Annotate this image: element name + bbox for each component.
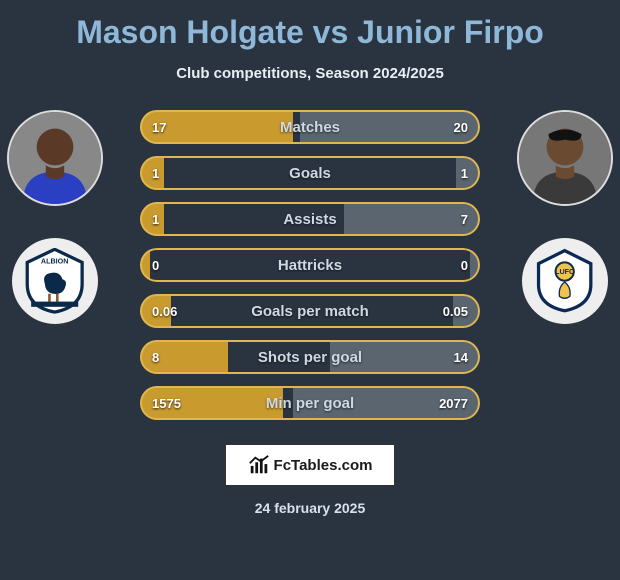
left-column: ALBION [0, 110, 110, 324]
stat-row: Assists1 7 [140, 202, 480, 236]
stat-value-right: 2077 [427, 386, 480, 420]
svg-text:ALBION: ALBION [41, 258, 69, 266]
player1-name: Mason Holgate [76, 14, 304, 50]
stat-row: Hattricks0 0 [140, 248, 480, 282]
stat-value-left: 1575 [140, 386, 193, 420]
player2-name: Junior Firpo [357, 14, 544, 50]
svg-text:LUFC: LUFC [555, 268, 574, 276]
stat-value-right: 14 [442, 340, 480, 374]
stat-row: Goals1 1 [140, 156, 480, 190]
stat-value-left: 1 [140, 202, 171, 236]
player1-avatar-svg [9, 112, 101, 204]
stat-label: Goals per match [140, 294, 480, 328]
west-brom-crest-icon: ALBION [22, 248, 87, 313]
stat-value-left: 0.06 [140, 294, 189, 328]
stat-row: Min per goal15752077 [140, 386, 480, 420]
stat-value-left: 1 [140, 156, 171, 190]
stat-row: Goals per match0.06 0.05 [140, 294, 480, 328]
stat-label: Assists [140, 202, 480, 236]
stat-bars: Matches1720Goals11Assists17Hattricks00Go… [140, 110, 480, 420]
logo-text: FcTables.com [274, 457, 373, 474]
stat-value-right: 0.05 [431, 294, 480, 328]
vs-text: vs [313, 14, 349, 50]
stat-label: Shots per goal [140, 340, 480, 374]
player2-avatar [517, 110, 613, 206]
player2-avatar-svg [519, 112, 611, 204]
comparison-title: Mason Holgate vs Junior Firpo [0, 14, 620, 51]
stats-area: ALBION [0, 110, 620, 420]
player2-club-crest: LUFC [522, 238, 608, 324]
stat-value-right: 1 [449, 156, 480, 190]
stat-value-left: 17 [140, 110, 178, 144]
right-column: LUFC [510, 110, 620, 324]
stat-row: Matches17 20 [140, 110, 480, 144]
player1-avatar [7, 110, 103, 206]
date-text: 24 february 2025 [0, 500, 620, 516]
player1-club-crest: ALBION [12, 238, 98, 324]
stat-value-right: 20 [442, 110, 480, 144]
stat-label: Goals [140, 156, 480, 190]
stat-value-right: 7 [449, 202, 480, 236]
p1-head [37, 129, 74, 166]
fctables-logo: FcTables.com [225, 444, 395, 486]
subtitle: Club competitions, Season 2024/2025 [0, 65, 620, 82]
stat-value-right: 0 [449, 248, 480, 282]
stat-row: Shots per goal8 14 [140, 340, 480, 374]
leeds-crest-icon: LUFC [532, 248, 597, 313]
stat-value-left: 8 [140, 340, 171, 374]
chart-icon [248, 454, 270, 476]
infographic-root: Mason Holgate vs Junior Firpo Club compe… [0, 0, 620, 580]
stat-value-left: 0 [140, 248, 171, 282]
stat-label: Hattricks [140, 248, 480, 282]
stat-label: Matches [140, 110, 480, 144]
